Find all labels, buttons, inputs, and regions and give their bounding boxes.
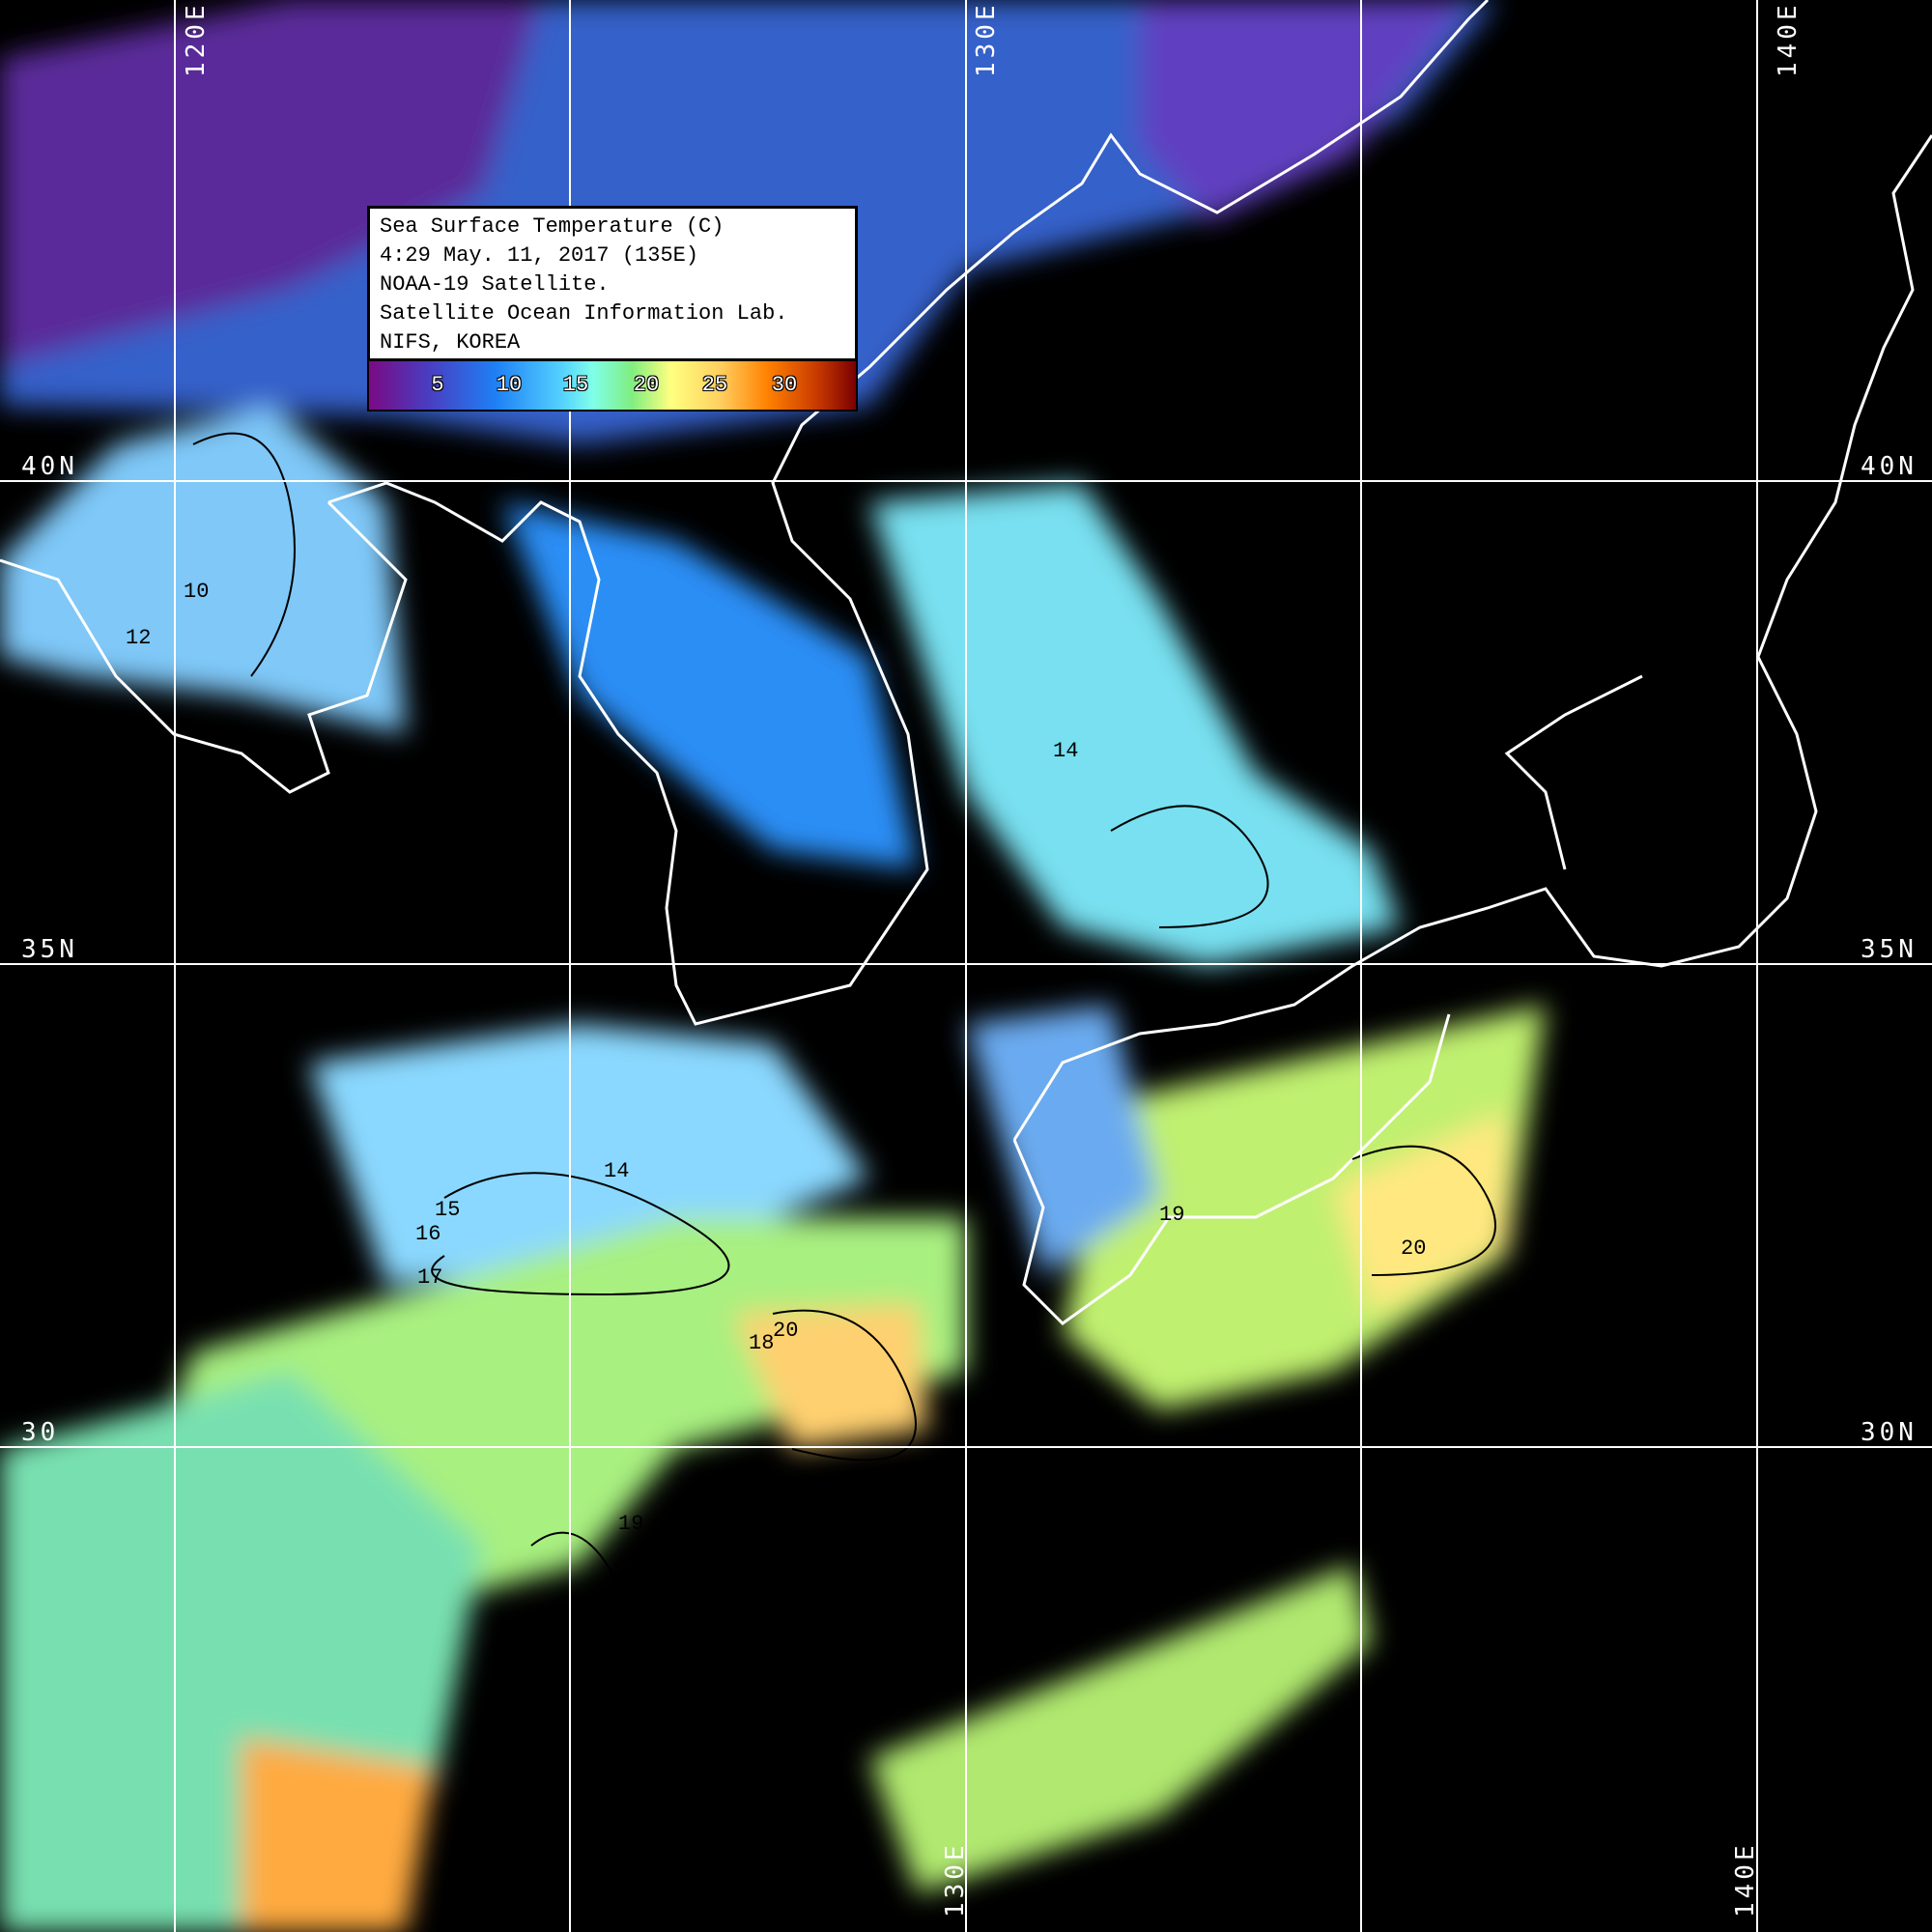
contour-label: 12: [126, 626, 152, 650]
coastline: [0, 0, 1932, 1325]
contour-label: 20: [1401, 1236, 1427, 1261]
contour-label: 14: [1053, 739, 1079, 763]
meridian-120e: [174, 0, 176, 1932]
parallel-40n: [0, 480, 1932, 482]
lat-label-left: 40N: [21, 452, 78, 481]
colorbar: 5 10 15 20 25 30: [369, 361, 856, 410]
parallel-30n: [0, 1446, 1932, 1448]
contour-label: 19: [618, 1512, 644, 1536]
contour-label: 15: [435, 1198, 461, 1222]
legend-satellite: NOAA-19 Satellite.: [380, 272, 610, 297]
colorbar-tick: 20: [633, 373, 660, 397]
lat-label-left: 30: [21, 1418, 60, 1447]
lat-label-left: 35N: [21, 935, 78, 964]
parallel-35n: [0, 963, 1932, 965]
lat-label-right: 40N: [1861, 452, 1918, 481]
meridian-140e: [1756, 0, 1758, 1932]
east-sea: [869, 483, 1401, 966]
contour-label: 10: [184, 580, 210, 604]
lat-label-right: 30N: [1861, 1418, 1918, 1447]
legend-title: Sea Surface Temperature (C): [380, 214, 724, 239]
legend-datetime: 4:29 May. 11, 2017 (135E): [380, 243, 699, 268]
colorbar-tick: 30: [771, 373, 798, 397]
pacific-warm: [1063, 1005, 1546, 1410]
colorbar-tick: 15: [562, 373, 589, 397]
colorbar-tick: 25: [701, 373, 728, 397]
meridian-130e: [965, 0, 967, 1932]
lon-label-bottom: 140E: [1731, 1841, 1760, 1918]
meridian-125e: [569, 0, 571, 1932]
contour-label: 20: [773, 1319, 799, 1343]
colorbar-tick: 10: [496, 373, 523, 397]
lat-label-right: 35N: [1861, 935, 1918, 964]
legend-text: Sea Surface Temperature (C) 4:29 May. 11…: [370, 209, 855, 358]
meridian-135e: [1360, 0, 1362, 1932]
contour-label: 19: [1159, 1203, 1185, 1227]
colorbar-tick: 5: [431, 373, 444, 397]
contour-label: 14: [604, 1159, 630, 1183]
legend-box: Sea Surface Temperature (C) 4:29 May. 11…: [367, 206, 858, 412]
lon-label-bottom: 130E: [941, 1841, 970, 1918]
contour-label: 18: [749, 1331, 775, 1355]
contours: [192, 432, 1496, 1647]
contour-label: 17: [417, 1265, 443, 1290]
lon-label-top: 120E: [182, 1, 211, 77]
lon-label-top: 140E: [1774, 1, 1803, 77]
legend-org: NIFS, KOREA: [380, 330, 521, 355]
contour-label: 16: [415, 1222, 441, 1246]
lon-label-top: 130E: [972, 1, 1001, 77]
legend-lab: Satellite Ocean Information Lab.: [380, 301, 788, 326]
